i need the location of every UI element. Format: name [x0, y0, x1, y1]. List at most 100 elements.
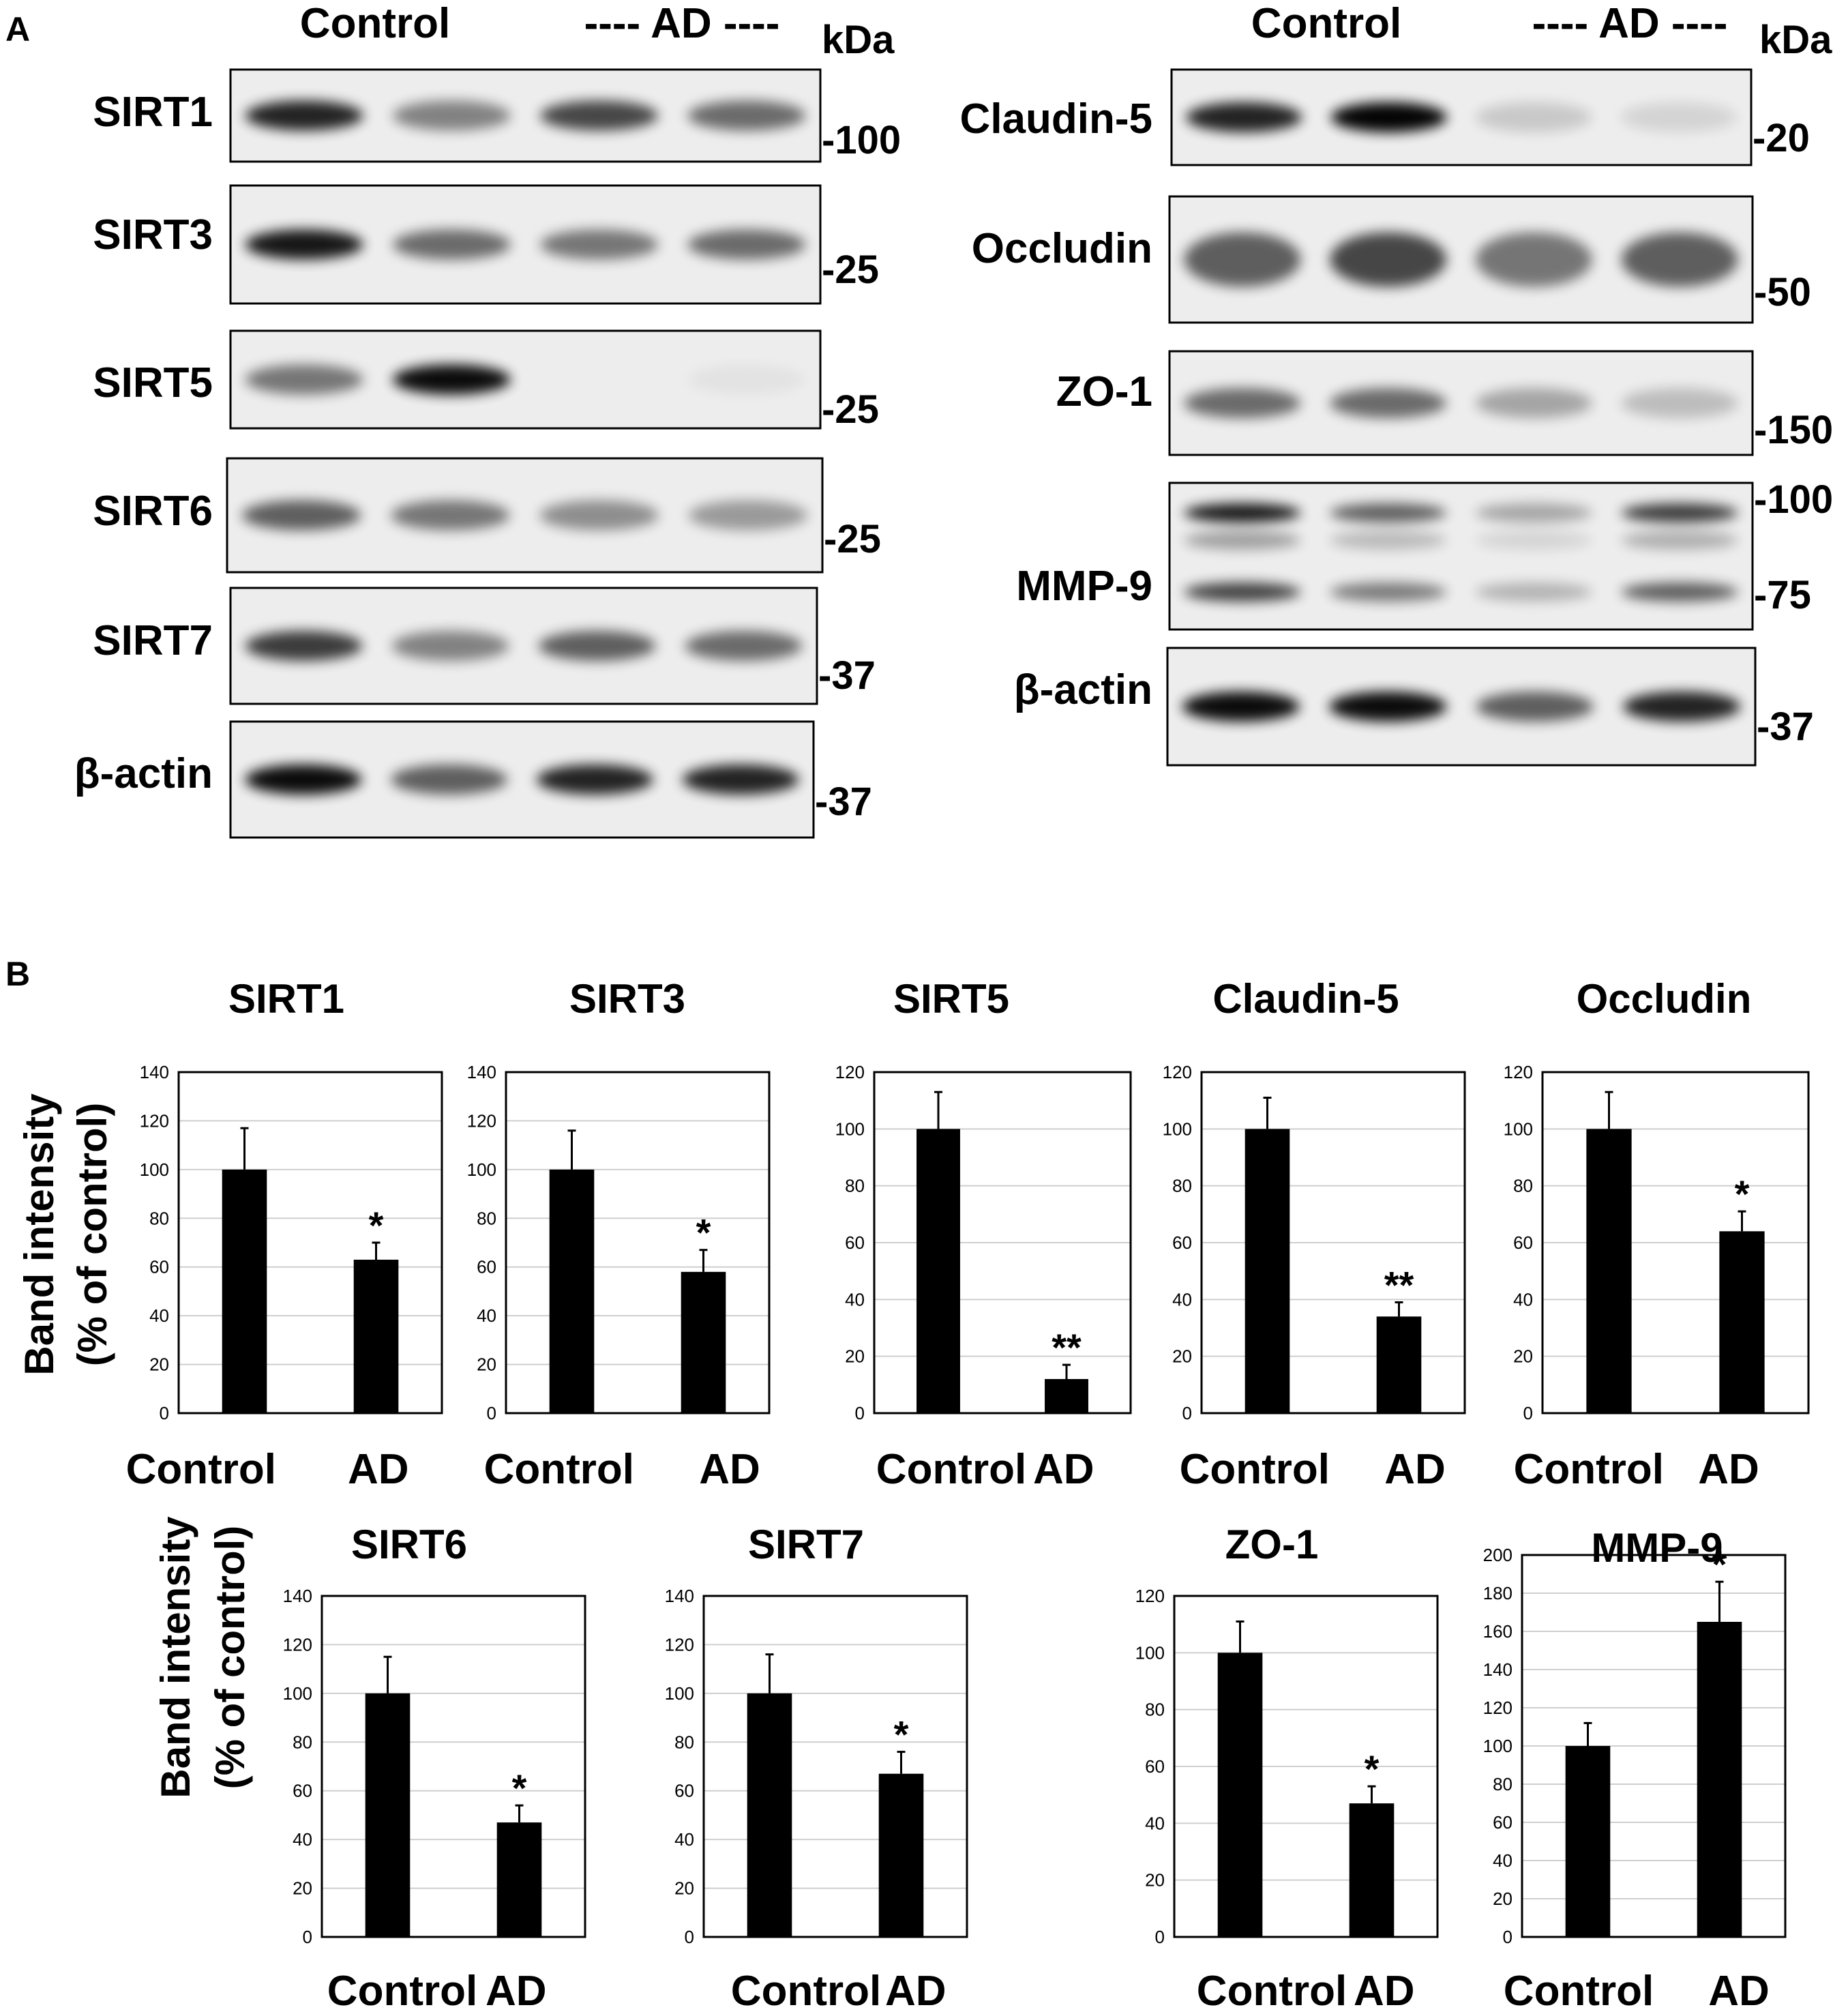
y-tick-label: 80	[477, 1208, 496, 1228]
y-tick-label: 0	[303, 1927, 312, 1947]
blot-band	[1621, 582, 1738, 602]
blot-band	[1620, 102, 1737, 132]
blot-protein-label: MMP-9	[1016, 563, 1152, 610]
blot-column-right: Control ---- AD ---- kDa Claudin-5 -20 Occlud…	[960, 0, 1833, 767]
category-label: Control	[876, 1446, 1026, 1493]
blot-row-right-0: Claudin-5 -20	[960, 68, 1810, 166]
blot-row-right-2: ZO-1 -150	[1056, 350, 1833, 456]
chart-title: MMP-9	[1591, 1525, 1723, 1571]
y-tick-label: 20	[674, 1878, 694, 1899]
significance-marker: *	[369, 1204, 384, 1247]
panel-a-western-blots: A Control ---- AD ---- kDa SIRT1 -100 SIRT3 -25…	[5, 0, 1833, 839]
y-axis-label-line2: (% of control)	[207, 1526, 253, 1790]
blot-band	[1330, 503, 1447, 522]
blot-kda-marker: -20	[1753, 116, 1810, 160]
y-tick-label: 80	[1513, 1176, 1533, 1196]
y-tick-label: 60	[149, 1257, 169, 1277]
blot-band	[1330, 232, 1447, 287]
y-tick-label: 100	[283, 1683, 312, 1704]
blot-protein-label: SIRT1	[93, 89, 213, 136]
category-label: AD	[348, 1446, 409, 1493]
blot-band	[1621, 232, 1738, 287]
blot-kda-marker: -25	[822, 387, 879, 432]
y-tick-label: 0	[1503, 1927, 1512, 1947]
y-tick-label: 120	[835, 1062, 865, 1082]
blot-band	[245, 229, 363, 260]
blot-band	[687, 364, 806, 395]
y-tick-label: 160	[1483, 1621, 1512, 1642]
bar-control	[549, 1169, 595, 1413]
blot-band	[687, 100, 806, 131]
plot-frame	[1541, 1071, 1810, 1415]
y-tick-label: 120	[1504, 1062, 1533, 1082]
y-tick-label: 60	[293, 1781, 312, 1801]
category-label: AD	[1354, 1968, 1415, 2014]
plot-frame	[1173, 1595, 1439, 1938]
bar-ad	[1349, 1803, 1395, 1937]
y-tick-label: 80	[149, 1208, 169, 1228]
y-tick-label: 180	[1483, 1583, 1512, 1603]
blot-band	[1621, 388, 1738, 418]
blot-band	[682, 765, 799, 795]
category-label: Control	[1514, 1446, 1664, 1493]
blot-row-left-1: SIRT3 -25	[93, 184, 879, 305]
blot-band	[245, 364, 363, 395]
category-label: AD	[1698, 1446, 1759, 1493]
y-tick-label: 0	[1155, 1927, 1165, 1947]
plot-frame	[321, 1595, 586, 1938]
y-tick-label: 120	[283, 1634, 312, 1655]
y-tick-label: 60	[1145, 1756, 1165, 1777]
y-tick-label: 80	[293, 1732, 312, 1752]
y-axis-label-line1: Band intensity	[16, 1093, 62, 1376]
blot-band	[1330, 582, 1447, 602]
y-tick-label: 20	[477, 1354, 496, 1375]
significance-marker: *	[512, 1766, 527, 1809]
bar-chart-8: MMP-9 0 20 40 60 80 100 120 140 160 180 200 Control *…	[1483, 1525, 1787, 2014]
y-tick-label: 200	[1483, 1545, 1512, 1565]
blot-protein-label: SIRT5	[93, 359, 213, 406]
bar-ad	[1045, 1379, 1088, 1413]
blot-header-ad: ---- AD ----	[584, 0, 780, 47]
y-tick-label: 40	[1493, 1850, 1512, 1871]
blot-band	[1475, 232, 1592, 287]
blot-band	[1475, 531, 1592, 550]
significance-marker: *	[1712, 1543, 1727, 1586]
blot-header-kda: kDa	[822, 18, 895, 62]
blot-band	[540, 100, 659, 131]
category-label: AD	[486, 1968, 547, 2014]
bar-control	[916, 1129, 960, 1413]
category-label: Control	[1504, 1968, 1654, 2014]
y-tick-label: 20	[845, 1346, 865, 1367]
y-tick-label: 0	[160, 1403, 169, 1423]
blot-row-left-2: SIRT5 -25	[93, 329, 879, 432]
bar-control	[1245, 1129, 1290, 1413]
y-tick-label: 120	[140, 1110, 169, 1131]
blot-kda-marker: -37	[815, 780, 872, 824]
plot-frame	[1200, 1071, 1466, 1415]
y-tick-label: 80	[1145, 1700, 1165, 1720]
significance-marker: *	[1735, 1172, 1750, 1215]
significance-marker: **	[1052, 1326, 1082, 1369]
blot-kda-marker: -25	[822, 248, 879, 292]
blot-band	[391, 500, 510, 531]
y-tick-label: 80	[674, 1732, 694, 1752]
blot-band	[1184, 388, 1301, 418]
blot-band	[245, 765, 362, 795]
blot-band	[536, 765, 653, 795]
blot-band	[1623, 692, 1741, 722]
y-tick-label: 100	[835, 1119, 865, 1139]
chart-title: SIRT6	[351, 1522, 467, 1567]
blot-header-control: Control	[300, 0, 450, 47]
blot-row-left-3: SIRT6 -25	[93, 457, 881, 574]
blot-band	[1476, 692, 1594, 722]
y-tick-label: 100	[140, 1159, 169, 1180]
plot-frame	[1521, 1554, 1787, 1938]
blot-band	[539, 500, 659, 531]
y-tick-label: 20	[1145, 1870, 1165, 1891]
blot-kda-marker: -37	[818, 653, 876, 698]
chart-title: Occludin	[1577, 976, 1752, 1022]
y-tick-label: 40	[1172, 1289, 1192, 1309]
significance-marker: *	[1365, 1747, 1380, 1790]
y-tick-label: 60	[1493, 1812, 1512, 1833]
y-tick-label: 20	[293, 1878, 312, 1899]
